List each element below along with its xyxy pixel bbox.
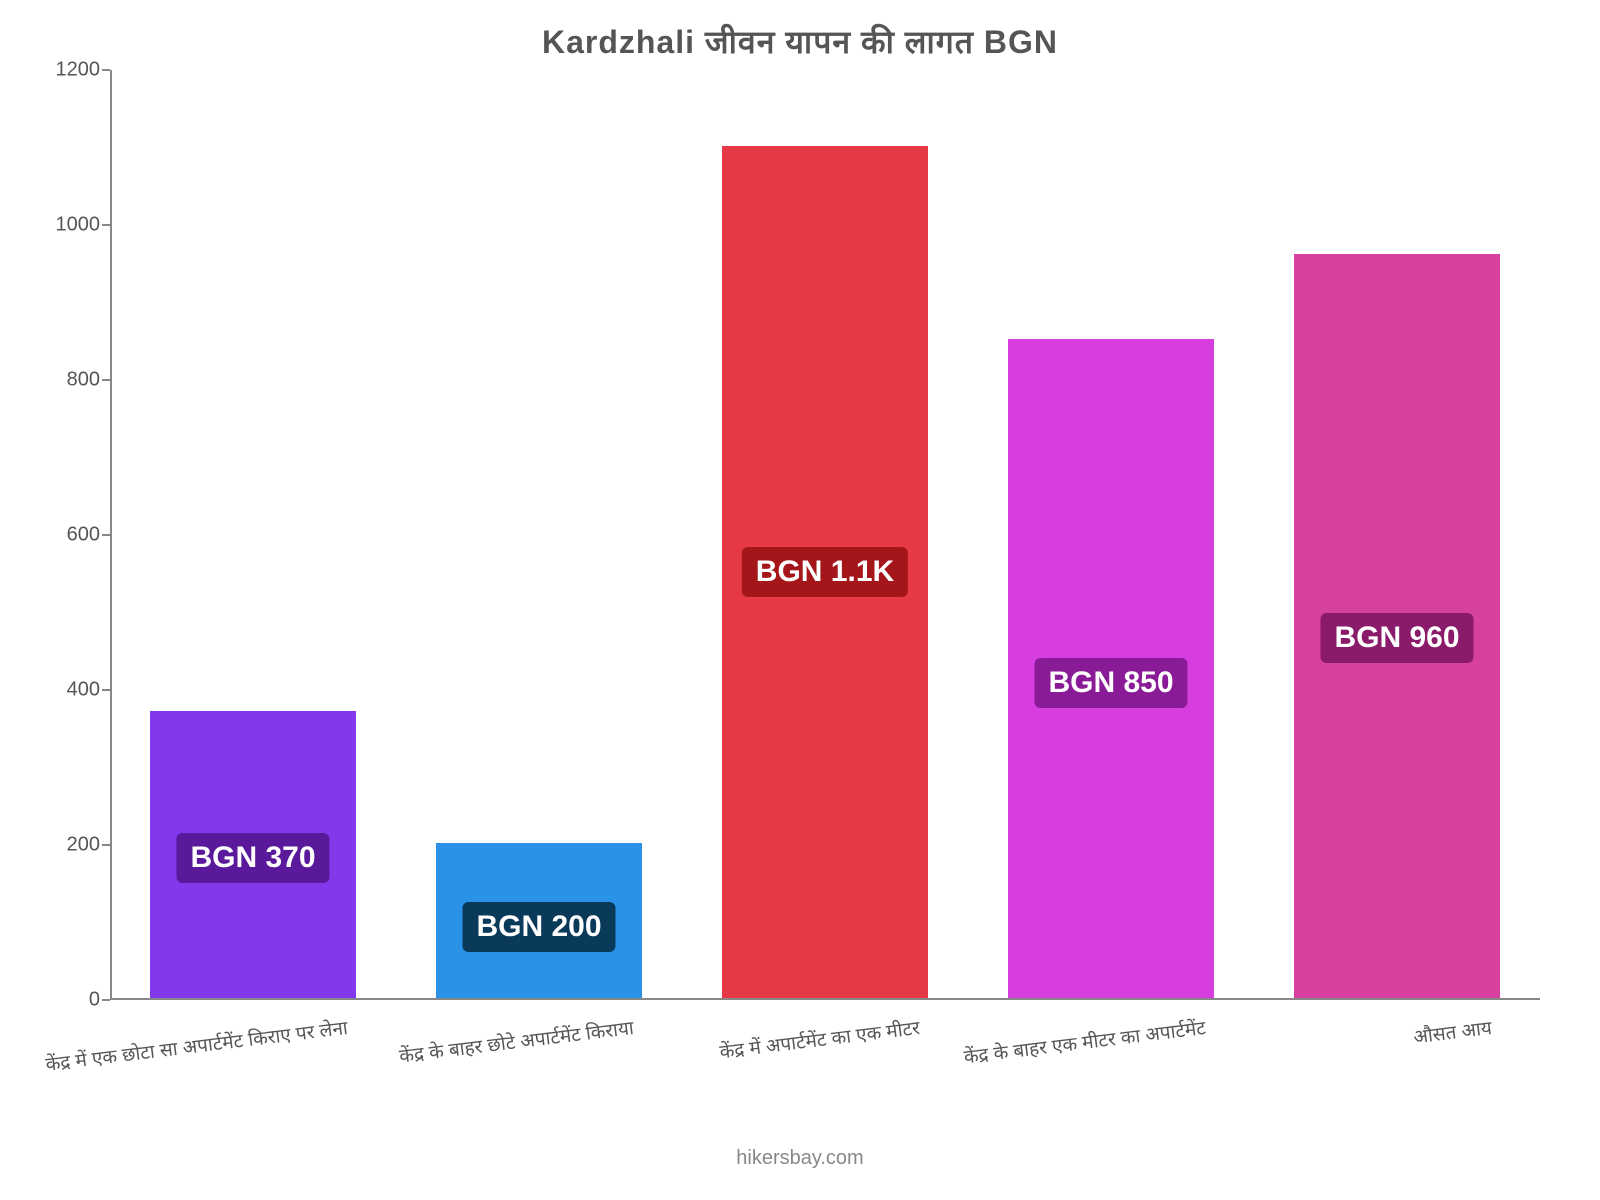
y-tick-mark bbox=[102, 224, 110, 226]
plot-area: 020040060080010001200BGN 370केंद्र में ए… bbox=[110, 70, 1540, 1000]
bar-value-label: BGN 370 bbox=[176, 833, 329, 883]
chart-container: Kardzhali जीवन यापन की लागत BGN 02004006… bbox=[0, 0, 1600, 1200]
y-tick-mark bbox=[102, 689, 110, 691]
y-tick-label: 1000 bbox=[50, 214, 100, 237]
bar: BGN 850 bbox=[1008, 339, 1214, 998]
bar: BGN 1.1K bbox=[722, 146, 928, 999]
x-tick-label: केंद्र में अपार्टमेंट का एक मीटर bbox=[918, 1014, 921, 1040]
y-tick-label: 0 bbox=[50, 989, 100, 1012]
bar: BGN 960 bbox=[1294, 254, 1500, 998]
y-axis-line bbox=[110, 70, 112, 1000]
x-tick-label: केंद्र के बाहर छोटे अपार्टमेंट किराया bbox=[632, 1014, 635, 1040]
bar: BGN 200 bbox=[436, 843, 642, 998]
bar: BGN 370 bbox=[150, 711, 356, 998]
bar-value-label: BGN 1.1K bbox=[742, 547, 908, 597]
y-tick-mark bbox=[102, 379, 110, 381]
y-tick-label: 400 bbox=[50, 679, 100, 702]
y-tick-label: 200 bbox=[50, 834, 100, 857]
footer-credit: hikersbay.com bbox=[0, 1147, 1600, 1170]
x-tick-label: केंद्र में एक छोटा सा अपार्टमेंट किराए प… bbox=[346, 1014, 349, 1040]
bar-value-label: BGN 850 bbox=[1034, 658, 1187, 708]
bar-value-label: BGN 960 bbox=[1320, 613, 1473, 663]
x-tick-label: औसत आय bbox=[1490, 1014, 1493, 1040]
y-tick-label: 600 bbox=[50, 524, 100, 547]
x-axis-line bbox=[110, 998, 1540, 1000]
y-tick-mark bbox=[102, 999, 110, 1001]
bar-value-label: BGN 200 bbox=[462, 902, 615, 952]
y-tick-mark bbox=[102, 69, 110, 71]
y-tick-mark bbox=[102, 844, 110, 846]
y-tick-label: 1200 bbox=[50, 59, 100, 82]
y-tick-label: 800 bbox=[50, 369, 100, 392]
y-tick-mark bbox=[102, 534, 110, 536]
x-tick-label: केंद्र के बाहर एक मीटर का अपार्टमेंट bbox=[1204, 1014, 1207, 1040]
chart-title: Kardzhali जीवन यापन की लागत BGN bbox=[0, 20, 1600, 63]
